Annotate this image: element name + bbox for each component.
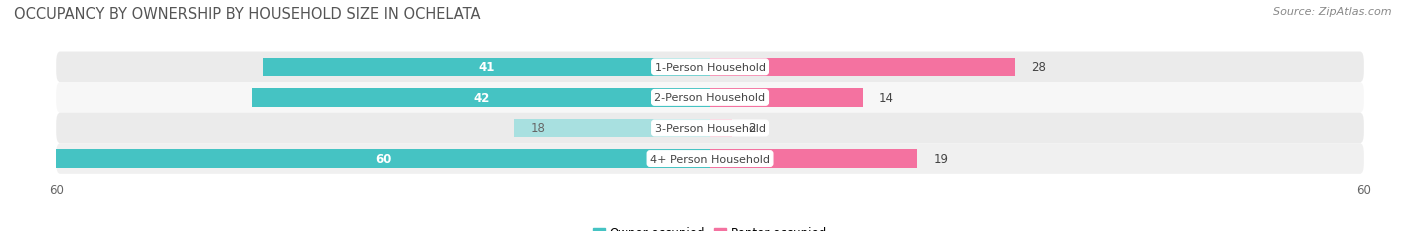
Text: 4+ Person Household: 4+ Person Household — [650, 154, 770, 164]
FancyBboxPatch shape — [56, 52, 1364, 83]
Text: 19: 19 — [934, 152, 949, 165]
Text: 18: 18 — [530, 122, 546, 135]
Bar — [710, 89, 862, 107]
Bar — [710, 119, 731, 137]
Bar — [253, 89, 710, 107]
FancyBboxPatch shape — [56, 83, 1364, 113]
Text: Source: ZipAtlas.com: Source: ZipAtlas.com — [1274, 7, 1392, 17]
Bar — [710, 58, 1015, 77]
Text: 28: 28 — [1032, 61, 1046, 74]
Bar — [263, 58, 710, 77]
Text: 3-Person Household: 3-Person Household — [655, 123, 765, 133]
Bar — [56, 150, 710, 168]
Legend: Owner-occupied, Renter-occupied: Owner-occupied, Renter-occupied — [588, 222, 832, 231]
Text: 42: 42 — [472, 91, 489, 104]
FancyBboxPatch shape — [56, 113, 1364, 144]
Text: 2: 2 — [748, 122, 755, 135]
Text: OCCUPANCY BY OWNERSHIP BY HOUSEHOLD SIZE IN OCHELATA: OCCUPANCY BY OWNERSHIP BY HOUSEHOLD SIZE… — [14, 7, 481, 22]
Text: 14: 14 — [879, 91, 894, 104]
Text: 41: 41 — [478, 61, 495, 74]
Text: 60: 60 — [375, 152, 391, 165]
Bar — [515, 119, 710, 137]
FancyBboxPatch shape — [56, 144, 1364, 174]
Text: 2-Person Household: 2-Person Household — [654, 93, 766, 103]
Text: 1-Person Household: 1-Person Household — [655, 63, 765, 73]
Bar — [710, 150, 917, 168]
